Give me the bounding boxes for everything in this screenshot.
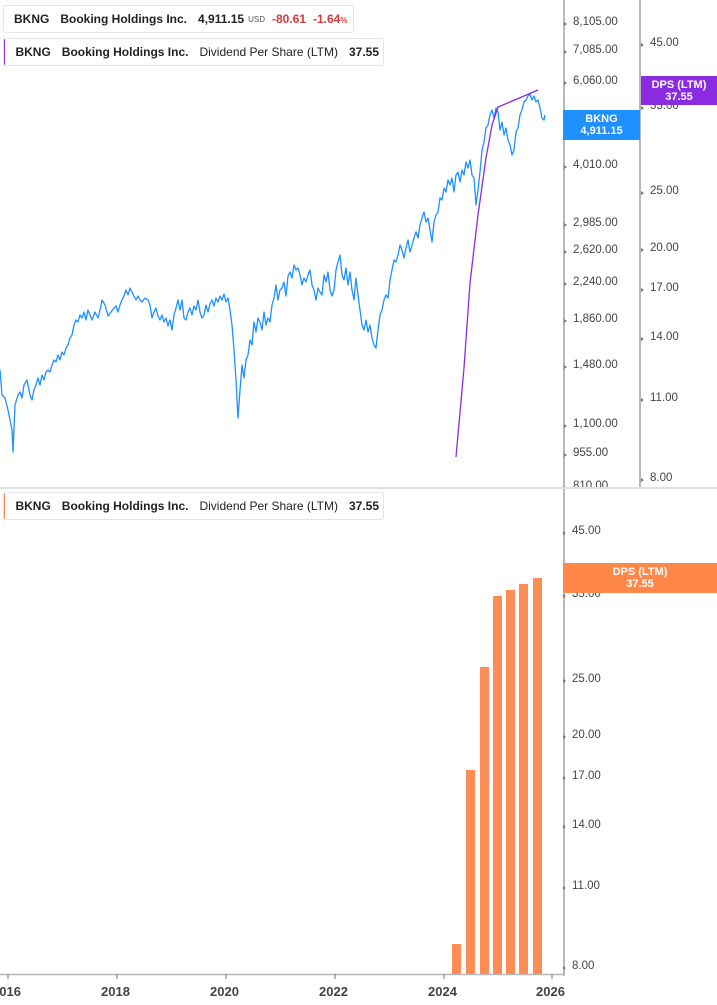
x-axis-ticks	[7, 974, 553, 979]
dps-axis-line-top	[639, 0, 641, 487]
legend-ticker: BKNG	[15, 499, 51, 513]
legend-company-name: Booking Holdings Inc.	[61, 45, 189, 59]
dps-tick: 17.00	[563, 770, 601, 782]
price-axis-line	[563, 0, 565, 487]
dps-overlay-line	[455, 89, 539, 458]
price-tick: 7,085.00	[564, 44, 618, 56]
price-tick: 810.00	[563, 480, 609, 492]
dps-bar	[493, 596, 502, 974]
dps-bar-chart-plot[interactable]	[0, 489, 563, 1005]
price-tick: 955.00	[563, 447, 609, 459]
x-tick-label: 2026	[536, 984, 565, 999]
price-legend[interactable]: BKNG Booking Holdings Inc. 4,911.15 USD …	[3, 5, 354, 33]
dps-tick: 25.00	[641, 185, 679, 197]
dps-bars	[452, 578, 542, 974]
dps-tick: 8.00	[640, 472, 673, 484]
legend-price-value: 4,911.15	[198, 12, 245, 26]
price-tick: 2,240.00	[564, 276, 618, 288]
legend-currency: USD	[248, 14, 265, 24]
x-tick-label: 2016	[0, 984, 21, 999]
price-tick: 4,010.00	[564, 159, 618, 171]
dps-tick: 17.00	[641, 282, 679, 294]
dps-tag-value: 37.55	[626, 578, 654, 590]
dps-tick: 45.00	[563, 525, 601, 537]
price-tick: 1,480.00	[564, 359, 618, 371]
dps-tag-label: DPS (LTM)	[612, 566, 668, 578]
dps-bar	[506, 590, 515, 974]
price-tag-value: 4,911.15	[580, 125, 623, 137]
legend-metric: Dividend Per Share (LTM)	[199, 499, 338, 513]
price-tick: 1,860.00	[564, 313, 618, 325]
dps-bar	[480, 667, 489, 974]
dps-axis-line-bottom	[563, 489, 565, 976]
dps-bar	[466, 770, 475, 974]
dps-tick: 20.00	[563, 729, 601, 741]
legend-company-name: Booking Holdings Inc.	[61, 499, 189, 513]
dps-current-tag-top: DPS (LTM) 37.55	[641, 76, 717, 105]
dps-tick: 45.00	[641, 37, 679, 49]
price-current-tag: BKNG 4,911.15	[563, 110, 640, 140]
dps-bar	[452, 944, 461, 974]
legend-ticker: BKNG	[14, 12, 50, 26]
dps-tick: 8.00	[562, 960, 595, 972]
price-line	[0, 93, 546, 453]
panel-divider[interactable]	[0, 487, 717, 489]
dps-tick: 11.00	[563, 880, 600, 892]
x-tick-label: 2022	[319, 984, 348, 999]
dps-tick: 20.00	[641, 242, 679, 254]
dps-legend-top[interactable]: BKNG Booking Holdings Inc. Dividend Per …	[3, 38, 384, 66]
dps-current-tag-bottom: DPS (LTM) 37.55	[563, 563, 717, 593]
dps-tick: 25.00	[563, 673, 601, 685]
dps-tag-label: DPS (LTM)	[651, 78, 707, 91]
price-tick: 1,100.00	[564, 418, 618, 430]
price-tick: 8,105.00	[564, 16, 618, 28]
legend-dps-value: 37.55	[348, 45, 379, 59]
dps-bar	[533, 578, 542, 974]
legend-price-change-pct: -1.64%	[313, 12, 348, 26]
legend-price-change: -80.61	[271, 12, 306, 26]
dps-legend-bottom[interactable]: BKNG Booking Holdings Inc. Dividend Per …	[3, 492, 384, 520]
dps-tick: 11.00	[641, 392, 678, 404]
legend-dps-value: 37.55	[348, 499, 379, 513]
price-tag-ticker: BKNG	[585, 113, 618, 125]
dps-tag-value: 37.55	[665, 90, 693, 103]
x-tick-label: 2020	[210, 984, 239, 999]
x-tick-label: 2024	[428, 984, 457, 999]
dps-bar-series-color	[4, 493, 6, 519]
legend-company-name: Booking Holdings Inc.	[60, 12, 188, 26]
legend-metric: Dividend Per Share (LTM)	[199, 45, 338, 59]
x-tick-label: 2018	[101, 984, 130, 999]
price-tick: 2,985.00	[564, 217, 618, 229]
price-chart-plot[interactable]	[0, 0, 563, 487]
dps-bar	[519, 584, 528, 974]
price-tick: 2,620.00	[564, 244, 618, 256]
price-tick: 6,060.00	[564, 75, 618, 87]
legend-ticker: BKNG	[15, 45, 51, 59]
dps-tick: 14.00	[563, 819, 601, 831]
dps-tick: 14.00	[641, 331, 679, 343]
dps-series-color	[4, 39, 6, 65]
